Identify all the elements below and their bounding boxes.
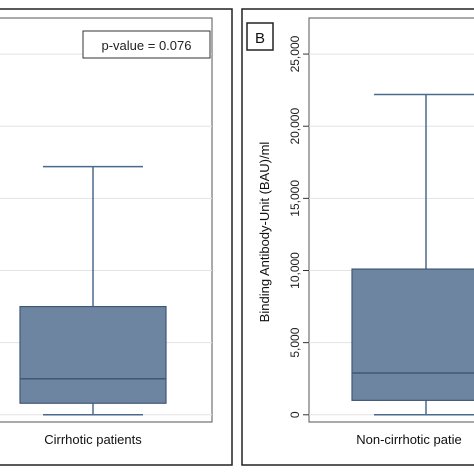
panel-b-label: B (255, 30, 265, 47)
p-value-annotation: p-value = 0.076 (102, 38, 192, 53)
panel-b-label-box (246, 22, 274, 51)
panel-b-y-tick-label: 25,000 (288, 35, 302, 72)
panel-b-boxplot (351, 93, 474, 416)
panel-a-boxplot (19, 165, 167, 416)
panel-a-plot-area (0, 17, 213, 423)
panel-b-y-tick-label: 0 (288, 411, 302, 418)
panel-b-y-axis-title: Binding Antibody-Unit (BAU)/ml (257, 142, 272, 323)
panel-b-y-tick-label: 15,000 (288, 180, 302, 217)
panel-b-y-tick-label: 5,000 (288, 327, 302, 357)
panel-b-y-tick-label: 10,000 (288, 252, 302, 289)
panel-b-iqr-box (351, 268, 474, 401)
panel-b-y-axis: 0 5,000 10,000 15,000 20,000 25,000 (288, 35, 309, 418)
panel-b-plot-area (308, 17, 474, 423)
panel-b-category-label: Non-cirrhotic patie (356, 432, 462, 447)
panel-b-y-tick-label: 20,000 (288, 108, 302, 145)
p-value-box (82, 30, 211, 59)
panel-a-category-label: Cirrhotic patients (44, 432, 142, 447)
panel-a-iqr-box (19, 305, 167, 404)
